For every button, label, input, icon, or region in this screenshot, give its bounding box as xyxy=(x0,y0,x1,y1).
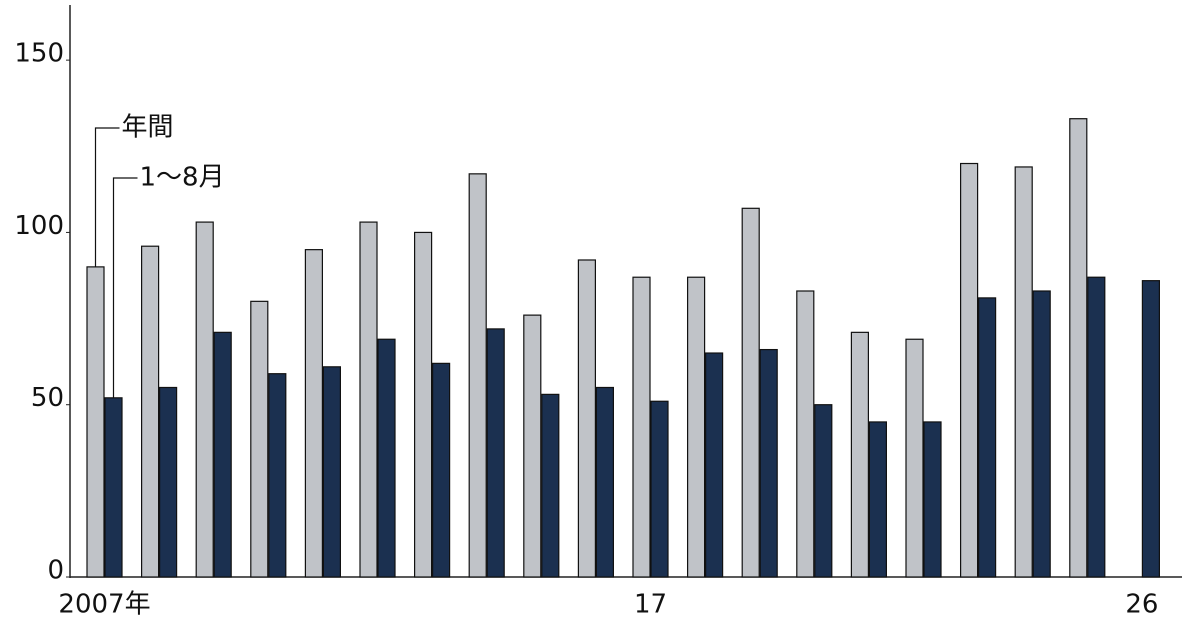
bar xyxy=(268,373,287,578)
bar xyxy=(377,338,396,578)
bar xyxy=(905,338,924,578)
x-tick-label: 17 xyxy=(634,590,667,620)
y-tick-label: 0 xyxy=(47,556,64,586)
bar xyxy=(359,221,378,578)
y-tick-label: 50 xyxy=(31,383,64,413)
bar xyxy=(195,221,214,578)
bar xyxy=(213,331,232,578)
x-tick-label: 26 xyxy=(1125,590,1158,620)
bar xyxy=(250,300,269,578)
bar xyxy=(1141,280,1161,578)
bar xyxy=(141,245,160,578)
bar xyxy=(814,404,833,578)
bar xyxy=(414,231,433,578)
bar xyxy=(868,421,888,578)
legend-label: 1〜8月 xyxy=(140,163,225,193)
bar xyxy=(432,362,451,578)
bar xyxy=(86,266,105,578)
bar xyxy=(1032,290,1051,578)
bar xyxy=(704,352,724,578)
bar xyxy=(796,290,815,578)
legend-leader xyxy=(112,177,138,398)
bar xyxy=(741,207,760,578)
y-tick-label: 100 xyxy=(14,211,64,241)
bar xyxy=(577,259,597,578)
bar xyxy=(977,297,997,578)
bar xyxy=(486,328,505,578)
bar xyxy=(923,421,942,578)
bar xyxy=(850,331,870,578)
bar xyxy=(650,400,669,578)
bar xyxy=(1069,118,1088,578)
bar xyxy=(632,276,651,578)
bar xyxy=(304,249,323,578)
bar xyxy=(523,314,542,578)
bar xyxy=(159,386,178,578)
x-tick-label: 2007年 xyxy=(58,590,150,620)
bar xyxy=(541,393,560,578)
bar xyxy=(1087,276,1106,578)
bar xyxy=(1014,166,1033,578)
bar xyxy=(759,348,778,578)
legend-label: 年間 xyxy=(122,113,174,143)
bar xyxy=(959,162,979,578)
bar xyxy=(468,173,487,578)
bar xyxy=(686,276,706,578)
bar xyxy=(104,397,123,578)
bar xyxy=(595,386,615,578)
bar xyxy=(322,366,341,578)
y-tick-label: 150 xyxy=(14,39,64,69)
legend-leader xyxy=(94,127,120,267)
